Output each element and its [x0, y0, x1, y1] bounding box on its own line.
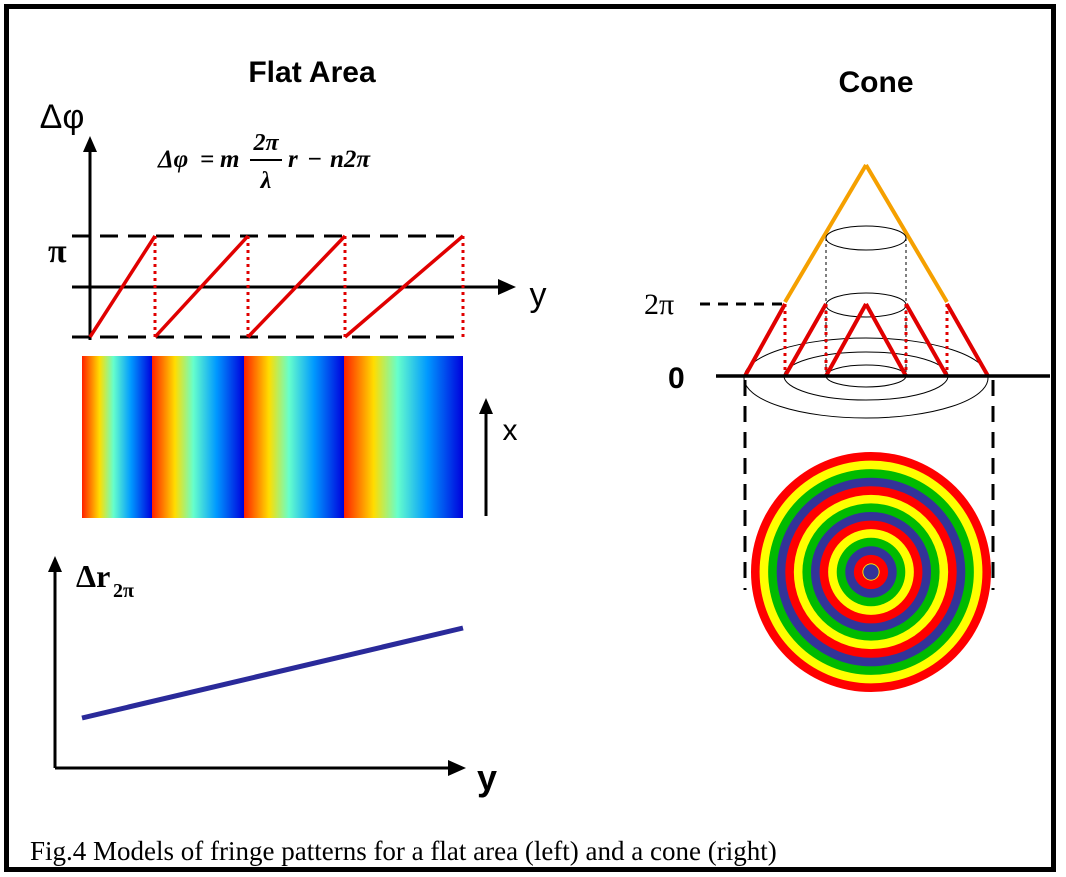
fringe-band-3: [244, 356, 344, 518]
x-axis-arrow: [479, 398, 493, 414]
sawtooth-ramp-3: [246, 234, 347, 339]
fringe-band-2: [152, 356, 244, 518]
cone-base-ellipses: [743, 337, 989, 419]
formula-eq: =: [200, 146, 214, 173]
cone-outline-right: [864, 163, 949, 304]
bottom-y-axis-label: y: [477, 757, 497, 798]
pi-label: π: [48, 233, 67, 270]
sawtooth-ramp-4: [343, 234, 465, 339]
concentric-fringe-rings: [751, 452, 991, 692]
cone-fringe-triangles: [743, 303, 990, 377]
zero-label: 0: [668, 362, 685, 395]
y-axis-label: y: [530, 276, 547, 314]
formula-tail: n2π: [330, 146, 371, 173]
bottom-y-axis-arrow: [448, 760, 466, 776]
figure-caption: Fig.4 Models of fringe patterns for a fl…: [30, 836, 777, 866]
fringe-ring-center: [863, 564, 879, 580]
y-axis-arrow: [498, 279, 516, 295]
flat-area-title: Flat Area: [248, 56, 376, 89]
x-axis-label: x: [503, 414, 518, 447]
cone-outline-left: [783, 163, 868, 304]
delta-r-subscript: 2π: [113, 580, 134, 602]
cone-cylinder: [825, 225, 907, 372]
formula-denominator: λ: [260, 168, 272, 194]
two-pi-label: 2π: [644, 288, 674, 321]
delta-r-label: Δr: [76, 558, 110, 594]
delta-r-line: [81, 625, 464, 721]
fringe-pattern: [82, 356, 463, 518]
cone-title: Cone: [839, 66, 914, 99]
sawtooth-wave: [88, 234, 465, 339]
formula-m: m: [220, 146, 239, 173]
delta-r-axis-arrow: [48, 556, 62, 572]
fringe-band-1: [82, 356, 152, 518]
phase-formula: Δφ = m 2π λ r − n2π: [157, 130, 371, 194]
sawtooth-ramp-2: [153, 234, 250, 339]
formula-numerator: 2π: [252, 130, 279, 156]
phase-axis-label: Δφ: [40, 98, 85, 136]
formula-lhs: Δφ: [157, 146, 188, 173]
formula-r: r: [288, 146, 298, 173]
phase-axis-arrow: [83, 136, 97, 152]
sawtooth-ramp-1: [88, 235, 157, 338]
fringe-band-4: [344, 356, 463, 518]
formula-minus: −: [307, 146, 322, 173]
